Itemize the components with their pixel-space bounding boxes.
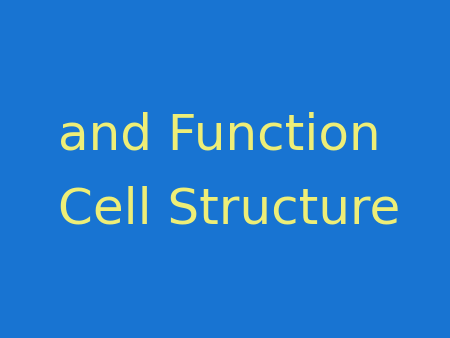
Text: and Function: and Function <box>58 111 381 159</box>
Text: Cell Structure: Cell Structure <box>58 186 401 234</box>
